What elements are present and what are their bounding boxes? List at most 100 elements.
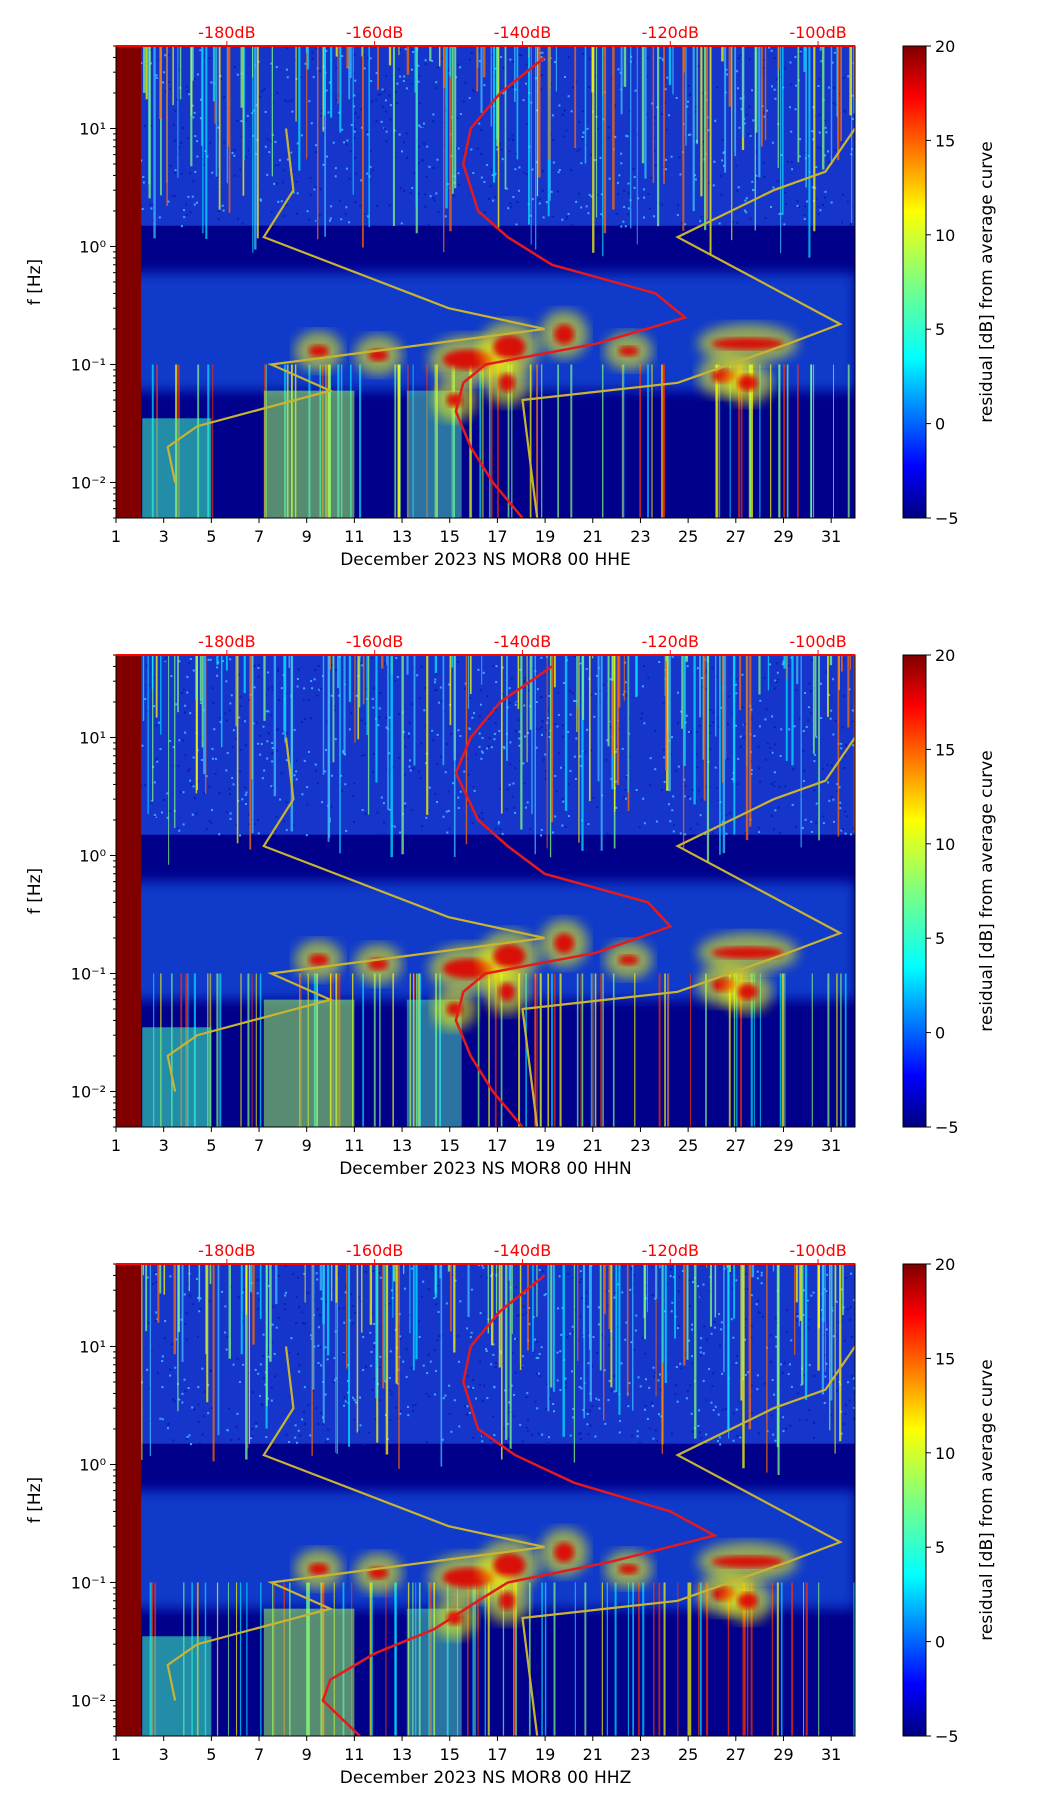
heatmap-speckle xyxy=(171,195,174,198)
heatmap-speckle xyxy=(469,1336,472,1339)
heatmap-speckle xyxy=(216,175,219,178)
heatmap-speckle xyxy=(842,1423,845,1426)
heatmap-speckle xyxy=(256,742,259,745)
heatmap-speckle xyxy=(162,798,165,801)
heatmap-speckle xyxy=(218,792,221,795)
heatmap-speckle xyxy=(468,1411,471,1414)
heatmap-speckle xyxy=(851,1375,854,1378)
heatmap-speckle xyxy=(448,683,451,686)
heatmap-speckle xyxy=(271,786,274,789)
heatmap-speckle xyxy=(182,127,185,130)
heatmap-speckle xyxy=(608,177,611,180)
heatmap-speckle xyxy=(547,717,550,720)
heatmap-speckle xyxy=(477,668,480,671)
heatmap-speckle xyxy=(611,1389,614,1392)
heatmap-speckle xyxy=(769,1334,772,1337)
heatmap-speckle xyxy=(229,817,232,820)
heatmap-speckle xyxy=(826,1291,829,1294)
heatmap-speckle xyxy=(509,741,512,744)
heatmap-speckle xyxy=(174,194,177,197)
heatmap-speckle xyxy=(832,102,835,105)
heatmap-speckle xyxy=(734,683,737,686)
heatmap-speckle xyxy=(763,115,766,118)
heatmap-speckle xyxy=(607,1304,610,1307)
heatmap-speckle xyxy=(319,1345,322,1348)
heatmap-speckle xyxy=(146,664,149,667)
heatmap-speckle xyxy=(736,221,739,224)
heatmap-speckle xyxy=(540,726,543,729)
heatmap-speckle xyxy=(159,748,162,751)
x-axis-label: December 2023 NS MOR8 00 HHN xyxy=(339,1159,632,1179)
heatmap-speckle xyxy=(457,63,460,66)
heatmap-hotspot xyxy=(493,335,526,360)
heatmap-speckle xyxy=(799,50,802,53)
heatmap-speckle xyxy=(478,745,481,748)
heatmap-speckle xyxy=(155,1273,158,1276)
heatmap-speckle xyxy=(362,1335,365,1338)
heatmap-speckle xyxy=(334,175,337,178)
heatmap-speckle xyxy=(347,1380,350,1383)
heatmap-hotspot xyxy=(618,955,639,966)
heatmap-speckle xyxy=(791,803,794,806)
heatmap-speckle xyxy=(427,1288,430,1291)
heatmap-speckle xyxy=(722,1408,725,1411)
heatmap-speckle xyxy=(487,197,490,200)
heatmap-speckle xyxy=(342,1353,345,1356)
heatmap-speckle xyxy=(813,1437,816,1440)
heatmap-speckle xyxy=(263,769,266,772)
heatmap-speckle xyxy=(502,746,505,749)
heatmap-speckle xyxy=(571,1325,574,1328)
heatmap-speckle xyxy=(142,175,145,178)
heatmap-speckle xyxy=(433,1393,436,1396)
heatmap-speckle xyxy=(149,62,152,65)
heatmap-speckle xyxy=(551,114,554,117)
heatmap-speckle xyxy=(409,192,412,195)
heatmap-speckle xyxy=(633,1348,636,1351)
heatmap-speckle xyxy=(174,171,177,174)
heatmap-speckle xyxy=(560,766,563,769)
heatmap-speckle xyxy=(402,79,405,82)
heatmap-speckle xyxy=(578,148,581,151)
heatmap-speckle xyxy=(296,212,299,215)
heatmap-speckle xyxy=(252,665,255,668)
heatmap-speckle xyxy=(616,1326,619,1329)
heatmap-speckle xyxy=(489,168,492,171)
heatmap-speckle xyxy=(478,714,481,717)
heatmap-speckle xyxy=(295,778,298,781)
heatmap-speckle xyxy=(257,1298,260,1301)
heatmap-speckle xyxy=(714,119,717,122)
heatmap-speckle xyxy=(195,201,198,204)
heatmap-speckle xyxy=(480,152,483,155)
heatmap-speckle xyxy=(276,669,279,672)
heatmap-speckle xyxy=(405,1375,408,1378)
heatmap-speckle xyxy=(257,1307,260,1310)
heatmap-speckle xyxy=(182,688,185,691)
heatmap-speckle xyxy=(832,733,835,736)
heatmap-speckle xyxy=(425,175,428,178)
heatmap-speckle xyxy=(769,746,772,749)
heatmap-speckle xyxy=(832,678,835,681)
heatmap-speckle xyxy=(664,158,667,161)
heatmap-speckle xyxy=(406,156,409,159)
heatmap-speckle xyxy=(587,1362,590,1365)
heatmap-speckle xyxy=(240,120,243,123)
heatmap-speckle xyxy=(411,48,414,51)
heatmap-speckle xyxy=(496,1269,499,1272)
heatmap-speckle xyxy=(522,1305,525,1308)
heatmap-speckle xyxy=(754,150,757,153)
heatmap-speckle xyxy=(481,737,484,740)
heatmap-speckle xyxy=(399,75,402,78)
heatmap-speckle xyxy=(232,783,235,786)
heatmap-speckle xyxy=(198,1310,201,1313)
heatmap-speckle xyxy=(531,168,534,171)
heatmap-speckle xyxy=(459,1300,462,1303)
heatmap-speckle xyxy=(277,200,280,203)
heatmap-speckle xyxy=(271,742,274,745)
heatmap-speckle xyxy=(235,824,238,827)
heatmap-speckle xyxy=(613,1296,616,1299)
heatmap-speckle xyxy=(764,758,767,761)
heatmap-speckle xyxy=(542,216,545,219)
heatmap-speckle xyxy=(642,188,645,191)
heatmap-speckle xyxy=(299,1434,302,1437)
